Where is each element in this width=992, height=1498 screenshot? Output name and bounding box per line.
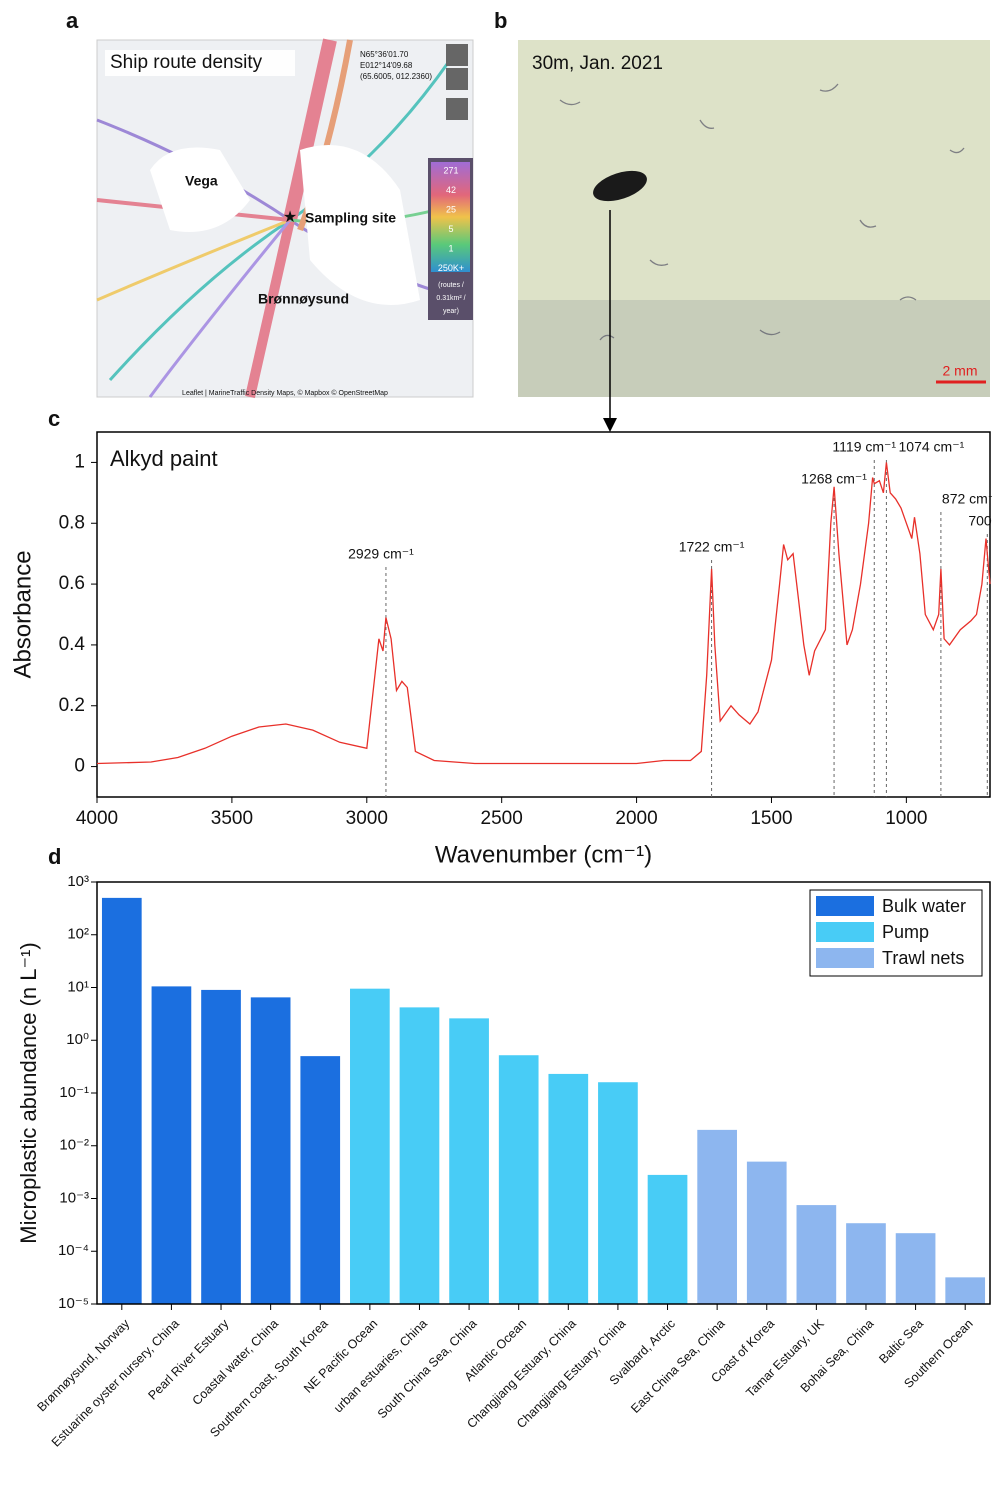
legend-label: Bulk water [882, 896, 966, 916]
x-tick-label: 2500 [481, 808, 523, 829]
peak-label: 872 cm⁻¹ [942, 491, 992, 507]
peak-label: 1268 cm⁻¹ [801, 471, 867, 487]
x-tick-label: 2000 [615, 808, 657, 829]
bar [796, 1205, 837, 1304]
spectrum-line [96, 462, 991, 765]
map-legend-label: 250K+ [438, 263, 464, 273]
map-legend-label: 25 [446, 204, 456, 214]
x-tick-label: East China Sea, China [628, 1317, 727, 1416]
map-legend-unit: (routes / [438, 282, 464, 289]
y-tick-label: 10⁻³ [59, 1189, 89, 1206]
arrowhead [603, 418, 617, 432]
y-axis-title: Microplastic abundance (n L⁻¹) [16, 942, 41, 1243]
x-tick-label: South China Sea, China [375, 1317, 480, 1422]
y-tick-label: 10⁰ [66, 1031, 89, 1048]
map-legend-unit: year) [443, 308, 459, 315]
legend-label: Pump [882, 922, 929, 942]
x-tick-label: urban estuaries, China [331, 1317, 430, 1416]
y-tick-label: 10⁻¹ [59, 1084, 89, 1101]
panel-letter: b [494, 8, 507, 33]
y-tick-label: 10³ [67, 873, 89, 890]
zoom-in[interactable] [446, 44, 468, 66]
spectrum-label: Alkyd paint [110, 446, 218, 471]
bar [945, 1277, 986, 1304]
x-tick-label: 1000 [885, 808, 927, 829]
y-tick-label: 10² [67, 926, 89, 943]
plot-frame [96, 431, 991, 798]
bar [449, 1018, 489, 1304]
map-title: Ship route density [110, 52, 263, 73]
bar [151, 986, 192, 1304]
x-tick-label: 3000 [346, 808, 388, 829]
panel-letter: a [66, 8, 79, 33]
coords: E012°14'09.68 [360, 61, 413, 70]
legend-swatch [816, 948, 874, 968]
bar [697, 1129, 737, 1304]
peak-label: 1722 cm⁻¹ [679, 539, 745, 555]
y-tick-label: 0.6 [59, 573, 85, 594]
photo-caption: 30m, Jan. 2021 [532, 53, 663, 74]
bar [201, 989, 241, 1304]
panel-letter: d [48, 844, 61, 869]
bar [548, 1073, 589, 1304]
zoom-out[interactable] [446, 68, 468, 90]
y-tick-label: 0.4 [59, 634, 86, 655]
x-tick-label: 1500 [750, 808, 792, 829]
y-tick-label: 10⁻² [59, 1137, 89, 1154]
peak-label: 1119 cm⁻¹ [832, 439, 896, 455]
x-tick-label: 3500 [211, 808, 253, 829]
y-axis-title: Absorbance [9, 550, 36, 678]
peak-label: 2929 cm⁻¹ [348, 546, 414, 562]
y-tick-label: 0.2 [59, 695, 85, 716]
x-tick-label: Coastal water, China [190, 1317, 281, 1408]
y-tick-label: 10⁻⁴ [58, 1242, 89, 1259]
bar [498, 1055, 539, 1304]
x-tick-label: Brønnøysund, Norway [34, 1316, 132, 1414]
bar [746, 1161, 787, 1304]
place-label: Sampling site [305, 210, 396, 226]
bar [846, 1223, 886, 1304]
y-tick-label: 10¹ [67, 978, 89, 995]
place-label: Brønnøysund [258, 291, 349, 307]
scale-bar-label: 2 mm [943, 363, 978, 379]
bar [350, 988, 390, 1304]
star: ★ [283, 209, 297, 226]
coords: N65°36'01.70 [360, 50, 409, 59]
y-tick-label: 10⁻⁵ [58, 1295, 89, 1312]
attribution: Leaflet | MarineTraffic Density Maps, © … [182, 389, 388, 397]
plot-frame [96, 881, 991, 1305]
bar [647, 1174, 688, 1304]
legend-label: Trawl nets [882, 948, 964, 968]
map-legend-label: 271 [443, 165, 458, 175]
panel-letter: c [48, 406, 60, 431]
photo: 30m, Jan. 2021 2 mm [518, 40, 990, 397]
x-tick-label: 4000 [76, 808, 118, 829]
map-layer[interactable] [446, 98, 468, 120]
map-legend-label: 1 [448, 243, 453, 253]
x-tick-label: Baltic Sea [876, 1317, 926, 1367]
x-axis-title: Wavenumber (cm⁻¹) [435, 841, 652, 868]
peak-label: 1074 cm⁻¹ [899, 439, 965, 455]
coords: (65.6005, 012.2360) [360, 72, 432, 81]
map-legend-label: 42 [446, 185, 456, 195]
bar [895, 1233, 936, 1304]
peak-label: 700 cm⁻¹ [968, 513, 992, 529]
bar [300, 1056, 341, 1304]
y-tick-label: 0 [74, 756, 85, 777]
bar [250, 997, 291, 1304]
bar [598, 1082, 638, 1304]
map: Ship route density N65°36'01.70 E012°14'… [96, 38, 474, 399]
map-legend-unit: 0.31km² / [436, 295, 465, 302]
legend-swatch [816, 896, 874, 916]
map-legend-label: 5 [448, 224, 453, 234]
bar [101, 897, 142, 1304]
bar [399, 1007, 440, 1304]
y-tick-label: 0.8 [59, 512, 85, 533]
y-tick-label: 1 [74, 451, 85, 472]
legend-swatch [816, 922, 874, 942]
place-label: Vega [185, 173, 218, 189]
